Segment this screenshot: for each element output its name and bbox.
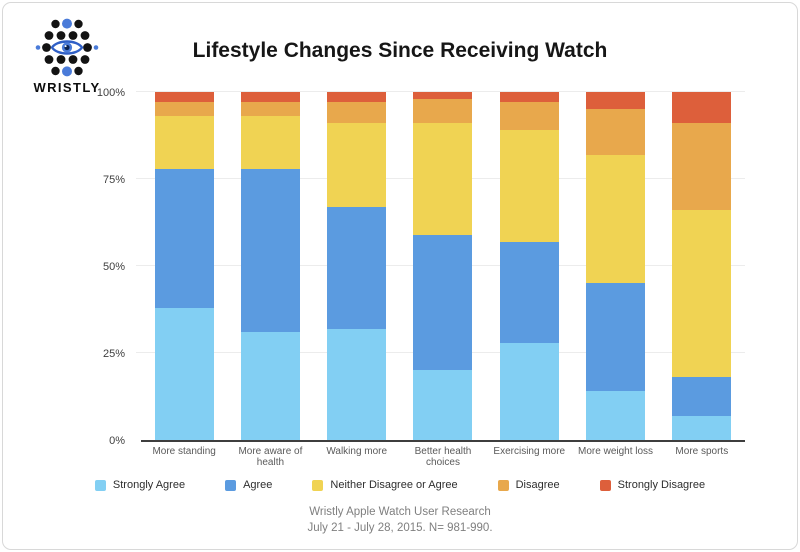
bar-segment: [240, 168, 300, 333]
stacked-bar: [154, 92, 214, 440]
bar-segment: [672, 92, 732, 124]
y-tick-label: 100%: [96, 87, 125, 99]
bar-segment: [327, 102, 387, 124]
x-axis-label: More standing: [152, 446, 216, 457]
bar-segment: [672, 210, 732, 378]
legend-item: Strongly Agree: [94, 479, 186, 491]
footer: Wristly Apple Watch User Research July 2…: [3, 504, 797, 536]
bar-segment: [327, 123, 387, 207]
footer-date-line: July 21 - July 28, 2015. N= 981-990.: [307, 522, 493, 535]
stacked-bar: [672, 92, 732, 440]
legend-item: Agree: [225, 479, 272, 491]
y-tick-label: 50%: [102, 261, 125, 273]
legend-item: Neither Disagree or Agree: [312, 479, 458, 491]
brand-name: WRISTLY: [33, 80, 101, 95]
legend-label: Disagree: [515, 479, 560, 491]
bar-segment: [499, 102, 559, 131]
bar-segment: [240, 332, 300, 440]
chart-title: Lifestyle Changes Since Receiving Watch: [192, 39, 608, 62]
bar-segment: [586, 109, 646, 155]
legend: Strongly Agree Agree Neither Disagree or A…: [3, 479, 797, 491]
bar-segment: [240, 116, 300, 169]
bar-segment: [499, 130, 559, 242]
stacked-bar: [327, 92, 387, 440]
bar-segment: [154, 168, 214, 308]
x-axis-label: Exercising more: [493, 446, 566, 457]
legend-swatch-icon: [497, 479, 509, 491]
footer-source-line: Wristly Apple Watch User Research: [309, 506, 491, 518]
bar-segment: [154, 307, 214, 440]
legend-label: Agree: [243, 479, 273, 491]
legend-swatch-icon: [225, 479, 237, 491]
x-axis-label: More weight loss: [578, 446, 654, 457]
y-tick-label: 25%: [102, 348, 125, 360]
bar-segment: [586, 283, 646, 392]
bar-segment: [413, 123, 473, 235]
bar-segment: [327, 92, 387, 103]
bar-segment: [413, 370, 473, 440]
bar-segment: [327, 328, 387, 440]
bar-segment: [672, 377, 732, 416]
legend-label: Strongly Disagree: [617, 479, 706, 491]
legend-swatch-icon: [599, 479, 611, 491]
x-axis-label: More aware of health: [238, 446, 303, 468]
stacked-bar: [586, 92, 646, 440]
x-axis-label: More sports: [675, 446, 729, 457]
plot-area: [136, 91, 745, 442]
bar-segment: [586, 154, 646, 284]
legend-item: Disagree: [497, 479, 560, 491]
y-tick-label: 0%: [109, 435, 125, 447]
x-axis: More standing More aware of health Walking…: [141, 446, 745, 468]
stacked-bar: [499, 92, 559, 440]
brand-logo-block: WRISTLY: [29, 17, 105, 95]
legend-item: Strongly Disagree: [599, 479, 706, 491]
stacked-bar: [240, 92, 300, 440]
bar-segment: [586, 92, 646, 110]
bar-segment: [327, 206, 387, 329]
bar-segment: [413, 98, 473, 124]
y-tick-label: 75%: [102, 174, 125, 186]
x-axis-label: Better health choices: [414, 446, 472, 468]
legend-swatch-icon: [312, 479, 324, 491]
bar-segment: [413, 92, 473, 99]
wristly-eye-logo-icon: [35, 18, 99, 77]
legend-swatch-icon: [94, 479, 106, 491]
gridline-100%: [136, 91, 745, 92]
bar-segment: [499, 342, 559, 440]
bar-segment: [240, 92, 300, 103]
x-axis-label: Walking more: [326, 446, 388, 457]
bar-segment: [154, 102, 214, 117]
bar-segment: [154, 92, 214, 103]
bar-segment: [240, 102, 300, 117]
bar-segment: [154, 116, 214, 169]
bar-segment: [672, 123, 732, 211]
bar-segment: [672, 415, 732, 440]
stacked-bar: [413, 92, 473, 440]
bar-segment: [499, 241, 559, 343]
legend-label: Strongly Agree: [112, 479, 186, 491]
bar-segment: [413, 234, 473, 371]
y-axis: 0% 25% 50% 75% 100%: [3, 87, 133, 447]
bar-segment: [499, 92, 559, 103]
bar-segment: [586, 391, 646, 440]
legend-label: Neither Disagree or Agree: [330, 479, 458, 491]
